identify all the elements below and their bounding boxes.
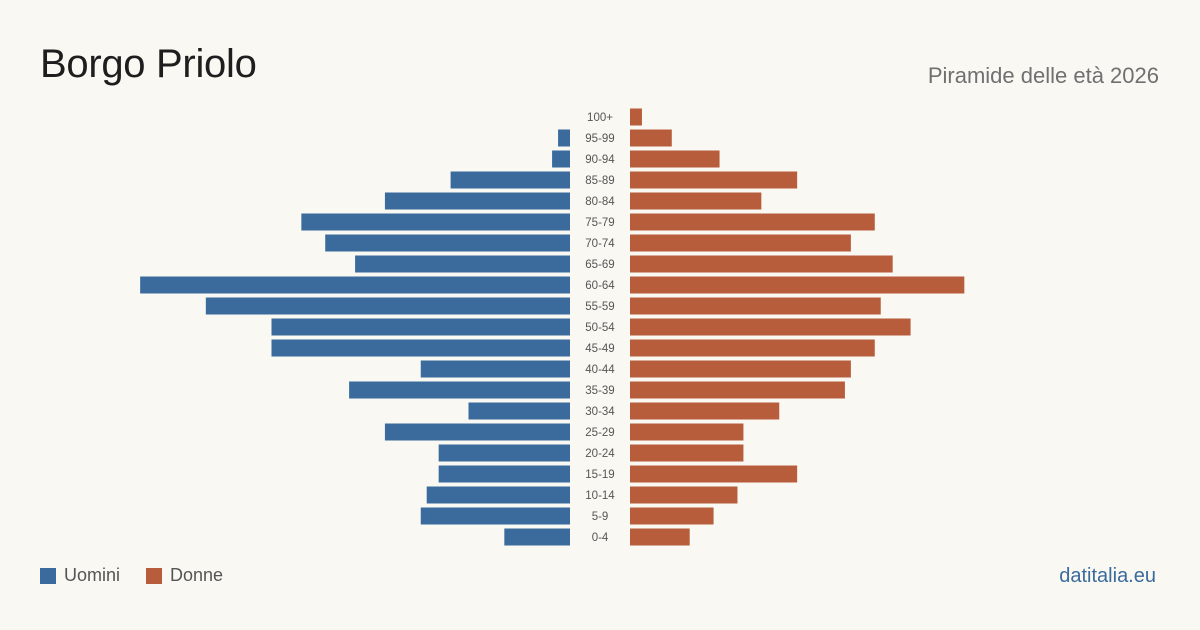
age-label-35-39: 35-39 [585, 385, 614, 397]
legend-item-men: Uomini [40, 565, 120, 586]
age-label-25-29: 25-29 [585, 427, 614, 439]
bar-women-20-24 [630, 444, 744, 462]
bar-women-70-74 [630, 234, 851, 252]
bar-women-45-49 [630, 339, 875, 357]
legend: Uomini Donne [40, 565, 249, 586]
bar-women-30-34 [630, 402, 780, 420]
bar-men-55-59 [205, 297, 570, 315]
bar-women-35-39 [630, 381, 845, 399]
bar-men-20-24 [438, 444, 570, 462]
age-label-5-9: 5-9 [592, 511, 609, 523]
bar-men-25-29 [384, 423, 570, 441]
bar-women-50-54 [630, 318, 911, 336]
bar-women-85-89 [630, 171, 798, 189]
age-label-85-89: 85-89 [585, 175, 614, 187]
bar-men-70-74 [325, 234, 570, 252]
bar-men-35-39 [349, 381, 570, 399]
chart-title: Borgo Priolo [40, 42, 257, 86]
bar-women-100plus [630, 108, 642, 126]
bar-men-30-34 [468, 402, 570, 420]
age-label-75-79: 75-79 [585, 217, 614, 229]
bar-men-85-89 [450, 171, 570, 189]
age-label-65-69: 65-69 [585, 259, 614, 271]
age-label-100plus: 100+ [587, 112, 613, 124]
age-label-10-14: 10-14 [585, 490, 615, 502]
bar-men-40-44 [420, 360, 570, 378]
legend-item-women: Donne [146, 565, 223, 586]
legend-swatch-women [146, 567, 163, 584]
bar-men-95-99 [558, 129, 570, 147]
bar-women-95-99 [630, 129, 672, 147]
bar-men-80-84 [384, 192, 570, 210]
bar-men-15-19 [438, 465, 570, 483]
bar-women-40-44 [630, 360, 851, 378]
legend-swatch-men [40, 567, 56, 584]
bar-women-25-29 [630, 423, 744, 441]
bar-women-75-79 [630, 213, 875, 231]
bar-women-15-19 [630, 465, 798, 483]
age-label-80-84: 80-84 [585, 196, 615, 208]
bar-women-5-9 [630, 507, 714, 525]
bar-men-45-49 [271, 339, 570, 357]
bar-men-50-54 [271, 318, 570, 336]
age-label-40-44: 40-44 [585, 364, 615, 376]
bar-men-90-94 [552, 150, 570, 168]
bar-women-80-84 [630, 192, 762, 210]
bar-men-0-4 [504, 528, 570, 546]
age-label-0-4: 0-4 [592, 532, 609, 544]
age-label-20-24: 20-24 [585, 448, 615, 460]
bar-women-55-59 [630, 297, 881, 315]
bar-women-10-14 [630, 486, 738, 504]
age-label-15-19: 15-19 [585, 469, 614, 481]
legend-label-women: Donne [170, 565, 224, 585]
age-label-45-49: 45-49 [585, 343, 614, 355]
brand-link[interactable]: datitalia.eu [1059, 565, 1156, 587]
age-label-50-54: 50-54 [585, 322, 615, 334]
bar-men-5-9 [420, 507, 570, 525]
age-label-95-99: 95-99 [585, 133, 614, 145]
bar-women-0-4 [630, 528, 690, 546]
bar-women-65-69 [630, 255, 893, 273]
bar-men-65-69 [355, 255, 570, 273]
legend-label-men: Uomini [64, 565, 121, 585]
age-label-70-74: 70-74 [585, 238, 615, 250]
age-label-30-34: 30-34 [585, 406, 615, 418]
chart-subtitle: Piramide delle età 2026 [927, 63, 1159, 88]
bar-women-90-94 [630, 150, 720, 168]
bar-men-75-79 [301, 213, 570, 231]
bar-women-60-64 [630, 276, 965, 294]
age-label-60-64: 60-64 [585, 280, 615, 292]
bar-men-10-14 [426, 486, 570, 504]
bar-men-60-64 [140, 276, 570, 294]
age-label-90-94: 90-94 [585, 154, 615, 166]
age-label-55-59: 55-59 [585, 301, 614, 313]
